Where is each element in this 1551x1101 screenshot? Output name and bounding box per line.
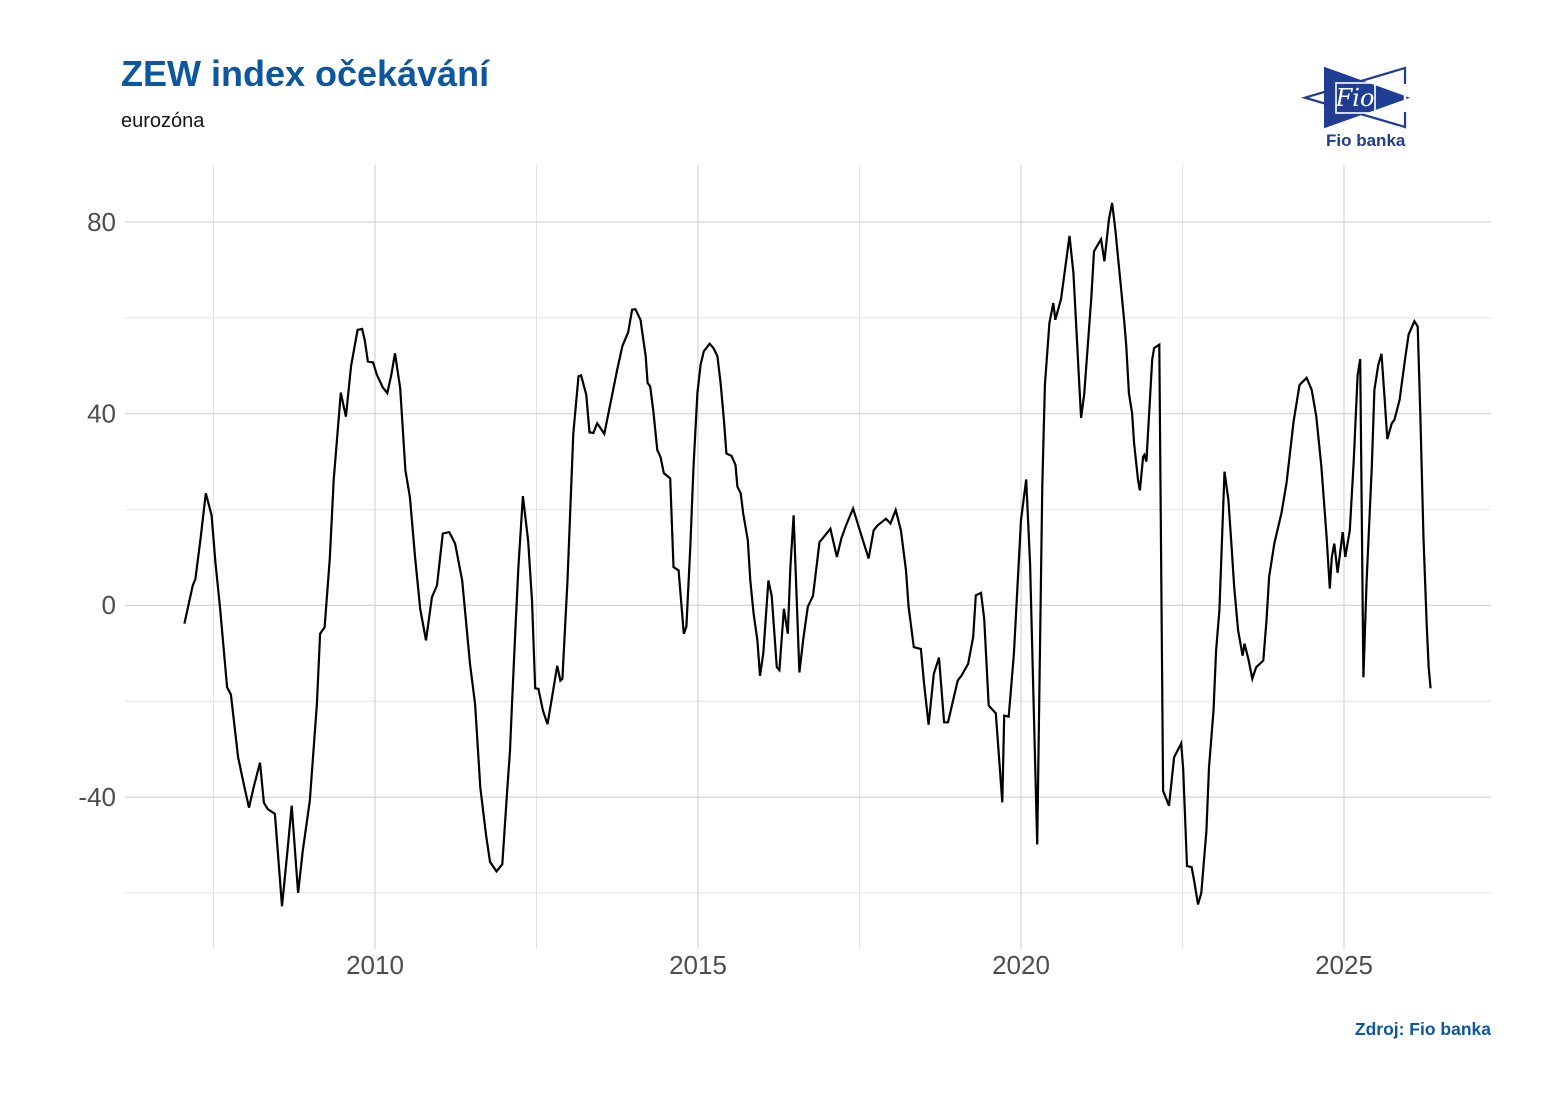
x-tick-label: 2020 <box>992 950 1050 980</box>
x-tick-label: 2025 <box>1315 950 1373 980</box>
chart-subtitle: eurozóna <box>121 110 205 132</box>
logo-mark-frame-icon <box>1335 82 1376 114</box>
series-line <box>183 202 1432 907</box>
x-tick-label: 2010 <box>346 950 404 980</box>
page-title: ZEW index očekávání <box>121 53 490 94</box>
x-tick-label: 2015 <box>669 950 727 980</box>
source-note: Zdroj: Fio banka <box>1354 1019 1491 1039</box>
logo-mark-text: Fio <box>1335 84 1375 112</box>
y-tick-label: 40 <box>87 399 116 429</box>
fio-banka-logo: Fio Fio banka <box>1301 66 1410 150</box>
logo-wordmark: Fio banka <box>1326 131 1406 150</box>
y-tick-label: 80 <box>87 207 116 237</box>
y-tick-label: 0 <box>102 590 116 620</box>
y-tick-label: -40 <box>78 782 116 812</box>
